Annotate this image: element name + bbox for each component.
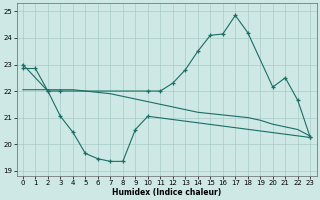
X-axis label: Humidex (Indice chaleur): Humidex (Indice chaleur) bbox=[112, 188, 221, 197]
